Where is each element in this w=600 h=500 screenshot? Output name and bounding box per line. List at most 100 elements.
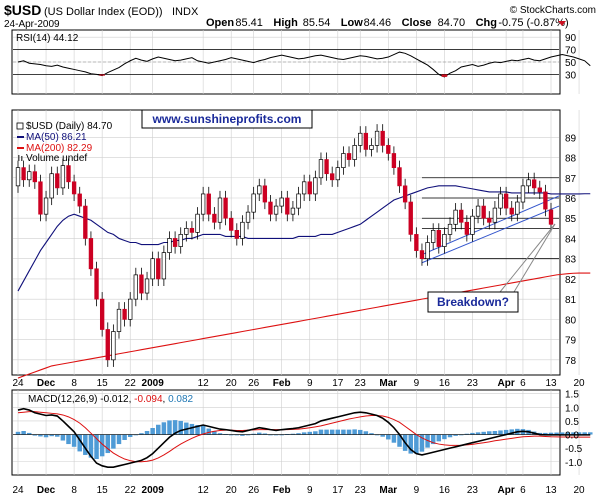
x-tick-label: 9	[307, 378, 313, 389]
rsi-oversold-fill	[99, 74, 105, 76]
macd-histogram-bar	[307, 431, 312, 435]
macd-histogram-bar	[257, 432, 262, 435]
x-tick-label: 13	[545, 485, 557, 496]
candle	[509, 207, 514, 215]
macd-histogram-bar	[363, 431, 369, 435]
candle	[156, 258, 161, 280]
macd-histogram-bar	[49, 434, 54, 437]
macd-histogram-bar	[565, 432, 571, 435]
macd-histogram-bar	[234, 434, 240, 436]
macd-tick-label: 1.0	[565, 403, 579, 414]
macd-histogram-bar	[77, 434, 82, 452]
symbol-name: (US Dollar Index (EOD))	[44, 6, 163, 18]
candle	[49, 173, 54, 199]
candle	[301, 181, 307, 195]
x-tick-label: 17	[332, 485, 344, 496]
quote-label: High	[273, 17, 298, 29]
macd-histogram-bar	[240, 434, 245, 436]
annotation-pointer	[499, 223, 556, 293]
x-tick-label: 12	[198, 378, 210, 389]
macd-histogram-bar	[245, 434, 251, 436]
source-credit: © StockCharts.com	[510, 5, 596, 16]
macd-tick-label: -0.5	[565, 444, 583, 455]
candle	[178, 234, 183, 247]
macd-signal-line	[17, 411, 591, 463]
macd-histogram-bar	[335, 429, 341, 435]
macd-histogram-bar	[543, 432, 548, 435]
macd-histogram-bar	[559, 432, 565, 435]
candle	[144, 278, 150, 294]
candle	[487, 217, 492, 223]
rsi-tick-label: 50	[565, 58, 577, 69]
macd-histogram-bar	[503, 429, 509, 435]
candle	[346, 153, 352, 160]
macd-histogram-bar	[206, 428, 212, 435]
macd-histogram-bar	[172, 420, 178, 435]
macd-histogram-bar	[26, 432, 32, 435]
candle	[543, 191, 548, 210]
price-plot	[15, 124, 591, 379]
macd-histogram-bar	[397, 434, 402, 447]
candle	[414, 234, 419, 251]
macd-tick-label: 0.5	[565, 417, 579, 428]
x-tick-label: 23	[355, 485, 367, 496]
candle	[268, 201, 273, 215]
macd-histogram-bar	[414, 434, 419, 454]
macd-histogram-bar	[66, 434, 71, 445]
macd-legend: MACD(12,26,9) -0.012, -0.094, 0.082	[28, 394, 194, 405]
x-tick-label: 20	[226, 485, 238, 496]
candle	[352, 145, 357, 160]
macd-histogram-bar	[509, 429, 514, 435]
candle	[475, 205, 481, 217]
macd-histogram-bar	[453, 434, 458, 436]
candle	[481, 205, 486, 219]
annotation-box	[427, 291, 519, 313]
x-tick-label: 17	[332, 378, 344, 389]
candle	[77, 193, 82, 207]
macd-histogram-bar	[430, 434, 436, 445]
macd-line	[17, 407, 591, 468]
macd-histogram-bar	[178, 420, 183, 435]
macd-histogram-bar	[498, 430, 503, 435]
price-tick-label: 79	[565, 336, 577, 347]
quote-label: Low	[341, 17, 363, 29]
candle	[189, 227, 195, 233]
macd-histogram-bar	[111, 434, 116, 449]
rsi-plot	[13, 49, 591, 78]
rsi-line	[17, 51, 591, 78]
candle	[167, 238, 172, 253]
macd-histogram-bar	[88, 434, 94, 458]
macd-histogram-bar	[189, 423, 195, 435]
candle	[184, 227, 189, 235]
candle	[425, 242, 430, 260]
x-tick-label: 6	[520, 378, 526, 389]
macd-histogram-bar	[21, 431, 26, 435]
candle	[161, 252, 167, 280]
candle	[206, 193, 211, 215]
x-tick-label: 16	[439, 378, 451, 389]
candle	[94, 268, 99, 300]
macd-histogram-bar	[167, 420, 172, 435]
macd-histogram-bar	[329, 429, 335, 435]
macd-histogram-bar	[133, 434, 139, 436]
candle	[464, 221, 470, 235]
quote-label: Open	[206, 17, 234, 29]
macd-histogram-bar	[279, 434, 284, 436]
candle	[419, 250, 425, 260]
macd-histogram-bar	[492, 431, 498, 435]
macd-histogram-bar	[352, 429, 357, 435]
candle	[290, 207, 296, 215]
volume-legend-icon	[18, 155, 20, 161]
candle	[386, 145, 391, 154]
macd-histogram-bar	[548, 432, 554, 435]
x-tick-label: Apr	[497, 378, 514, 389]
macd-histogram-bar	[419, 434, 425, 452]
candle	[470, 215, 475, 235]
macd-histogram-bar	[324, 429, 329, 435]
price-tick-label: 84	[565, 234, 577, 245]
candle	[548, 209, 554, 225]
x-tick-label: Feb	[273, 378, 291, 389]
macd-histogram-bar	[228, 434, 234, 436]
x-tick-label: 9	[414, 485, 420, 496]
